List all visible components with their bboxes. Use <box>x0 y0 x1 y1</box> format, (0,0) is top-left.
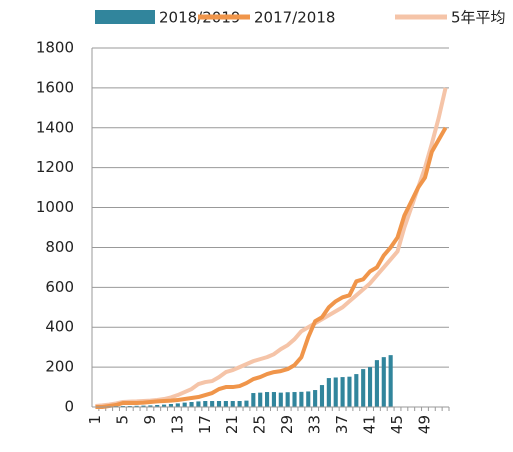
bar <box>285 392 290 407</box>
bar <box>258 392 263 407</box>
bar <box>388 355 393 407</box>
y-tick-label: 1800 <box>36 39 74 57</box>
x-tick-label: 1 <box>86 415 104 425</box>
y-tick-label: 200 <box>45 358 74 376</box>
legend-label: 2017/2018 <box>254 9 335 27</box>
bar <box>230 401 235 407</box>
y-tick-label: 1000 <box>36 198 74 216</box>
bar <box>306 391 311 407</box>
legend-label: 5年平均 <box>451 9 506 27</box>
bar <box>155 405 160 407</box>
x-tick-label: 45 <box>388 415 406 434</box>
bar <box>271 392 276 407</box>
bar <box>326 378 331 407</box>
x-tick-label: 49 <box>415 415 433 434</box>
bar <box>162 404 167 407</box>
bar <box>265 392 270 407</box>
bar <box>196 401 201 407</box>
x-tick-label: 9 <box>141 415 159 425</box>
bar <box>182 402 187 407</box>
x-tick-label: 17 <box>196 415 214 434</box>
x-tick-label: 21 <box>223 415 241 434</box>
y-tick-label: 600 <box>45 278 74 296</box>
bar <box>168 404 174 407</box>
x-tick-label: 37 <box>333 415 351 434</box>
bar <box>354 374 359 407</box>
bar <box>251 393 256 407</box>
x-tick-label: 33 <box>306 415 324 434</box>
bar <box>333 377 338 407</box>
bar <box>319 385 325 407</box>
y-tick-label: 1400 <box>36 118 74 136</box>
line <box>95 126 448 409</box>
y-tick-label: 0 <box>64 398 74 416</box>
bar <box>237 401 242 407</box>
y-tick-label: 400 <box>45 318 74 336</box>
y-tick-label: 1600 <box>36 78 74 96</box>
x-tick-label: 29 <box>278 415 296 434</box>
bar <box>367 367 373 407</box>
x-tick-label: 5 <box>113 415 131 425</box>
bar <box>210 401 215 407</box>
bar <box>223 401 228 407</box>
bar <box>292 392 297 407</box>
bar <box>374 360 379 407</box>
bar <box>175 403 180 407</box>
bar <box>134 405 139 407</box>
bar <box>203 401 208 407</box>
x-tick-label: 41 <box>361 415 379 434</box>
y-tick-label: 800 <box>45 238 74 256</box>
bar <box>189 402 194 407</box>
legend-swatch <box>95 10 155 24</box>
bar <box>313 390 318 407</box>
bar <box>141 405 146 407</box>
bar <box>148 405 153 407</box>
x-tick-label: 25 <box>251 415 269 434</box>
bar <box>381 357 386 407</box>
bar <box>299 391 304 407</box>
bar <box>361 369 366 407</box>
bar <box>340 377 345 407</box>
y-tick-label: 1200 <box>36 158 74 176</box>
bar <box>278 392 283 407</box>
bar <box>347 376 352 407</box>
bar <box>244 400 249 407</box>
bar <box>216 401 222 407</box>
x-tick-label: 13 <box>168 415 186 434</box>
